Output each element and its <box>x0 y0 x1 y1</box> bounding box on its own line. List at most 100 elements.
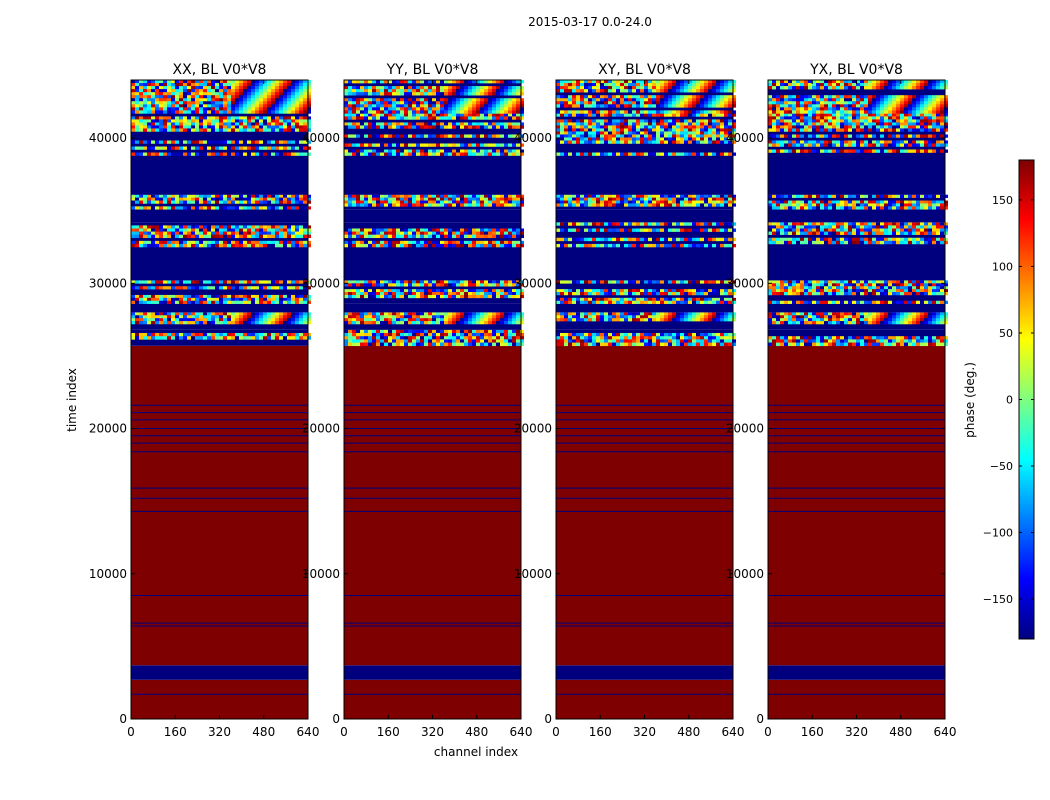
y-tick-label: 30000 <box>89 276 127 290</box>
x-tick-label: 0 <box>127 725 135 739</box>
x-tick-label: 640 <box>722 725 745 739</box>
colorbar: 150 100 50 0 −50 −100 −150 <box>983 159 1035 640</box>
y-tick-label: 0 <box>332 712 340 726</box>
band-noise <box>556 113 736 156</box>
x-tick-label: 0 <box>764 725 772 739</box>
band-noise <box>768 280 948 304</box>
band-noise <box>768 113 948 156</box>
band-fringe <box>768 80 948 114</box>
band-flat <box>344 665 521 680</box>
colorbar-tick-label: 0 <box>1006 394 1013 407</box>
band-noise <box>131 194 311 210</box>
figure-title: 2015-03-17 0.0-24.0 <box>528 15 652 29</box>
band-noise <box>344 194 524 210</box>
band-noise <box>768 222 948 248</box>
colorbar-tick-label: −50 <box>990 460 1013 473</box>
x-tick-label: 160 <box>164 725 187 739</box>
band-noise <box>556 329 736 347</box>
x-tick-label: 160 <box>801 725 824 739</box>
band-flat <box>768 155 945 195</box>
x-tick-label: 320 <box>208 725 231 739</box>
band-flat <box>131 247 308 281</box>
x-axis-label: channel index <box>434 745 518 759</box>
band-noise <box>344 222 524 248</box>
band-fringe <box>556 312 736 324</box>
y-tick-label: 10000 <box>89 567 127 581</box>
y-tick-label: 20000 <box>302 422 340 436</box>
y-tick-label: 0 <box>544 712 552 726</box>
y-tick-label: 40000 <box>514 131 552 145</box>
band-flat <box>131 679 308 719</box>
y-tick-label: 30000 <box>726 276 764 290</box>
band-flat <box>768 679 945 719</box>
colorbar-tick-label: 150 <box>992 194 1013 207</box>
y-tick-label: 30000 <box>302 276 340 290</box>
band-fringe <box>556 80 736 114</box>
band-flat <box>556 345 733 666</box>
band-flat <box>556 303 733 313</box>
band-flat <box>344 345 521 666</box>
band-noise <box>344 113 524 156</box>
band-noise <box>556 280 736 304</box>
panel-title: YX, BL V0*V8 <box>809 62 903 78</box>
y-tick-label: 40000 <box>302 131 340 145</box>
panel-title: XY, BL V0*V8 <box>598 62 691 78</box>
heatmap-image <box>131 80 311 719</box>
band-fringe <box>344 312 524 325</box>
band-noise <box>768 194 948 210</box>
x-tick-label: 320 <box>845 725 868 739</box>
y-tick-label: 20000 <box>514 422 552 436</box>
y-tick-label: 10000 <box>514 567 552 581</box>
band-flat <box>768 665 945 680</box>
band-noise <box>131 113 311 156</box>
band-flat <box>556 155 733 195</box>
x-tick-label: 160 <box>589 725 612 739</box>
band-fringe <box>131 312 311 325</box>
band-fringe <box>768 312 948 325</box>
heatmap-image <box>768 80 948 719</box>
band-noise <box>131 222 311 248</box>
band-flat <box>768 345 945 666</box>
colorbar-tick-label: −150 <box>983 593 1013 606</box>
panel-1: XX, BL V0*V8 0 160 320 480 640 0 10000 20000 3000… <box>89 62 320 739</box>
colorbar-tick-label: 50 <box>999 327 1013 340</box>
x-tick-label: 480 <box>465 725 488 739</box>
y-tick-label: 40000 <box>89 131 127 145</box>
y-tick-label: 30000 <box>514 276 552 290</box>
y-tick-label: 20000 <box>726 422 764 436</box>
y-tick-label: 0 <box>119 712 127 726</box>
panel-2: YY, BL V0*V8 0 160 320 480 640 0 10000 20000 3000… <box>302 62 533 739</box>
heatmap-image <box>556 80 736 719</box>
band-fringe <box>131 80 311 114</box>
colorbar-tick-label: 100 <box>992 260 1013 273</box>
band-noise <box>344 280 524 304</box>
y-tick-label: 20000 <box>89 422 127 436</box>
x-tick-label: 640 <box>934 725 957 739</box>
x-tick-label: 160 <box>377 725 400 739</box>
band-flat <box>768 209 945 223</box>
band-flat <box>344 303 521 313</box>
heatmap-image <box>344 80 524 719</box>
band-noise <box>131 329 311 346</box>
band-flat <box>131 303 308 313</box>
band-flat <box>556 323 733 330</box>
y-tick-label: 0 <box>756 712 764 726</box>
band-flat <box>131 209 308 223</box>
band-flat <box>556 679 733 719</box>
panels: XX, BL V0*V8 0 160 320 480 640 0 10000 20000 3000… <box>89 62 957 739</box>
band-flat <box>131 665 308 680</box>
x-tick-label: 480 <box>677 725 700 739</box>
panel-3: XY, BL V0*V8 0 160 320 480 640 0 10000 20000 3000… <box>514 62 745 739</box>
band-noise <box>131 280 311 304</box>
band-flat <box>344 209 521 223</box>
band-flat <box>131 345 308 666</box>
band-flat <box>556 247 733 281</box>
panel-4: YX, BL V0*V8 0 160 320 480 640 0 10000 20000 3000… <box>726 62 957 739</box>
band-flat <box>344 323 521 330</box>
band-flat <box>556 209 733 223</box>
x-tick-label: 480 <box>252 725 275 739</box>
band-flat <box>131 155 308 195</box>
band-noise <box>556 222 736 248</box>
band-noise <box>344 329 524 347</box>
